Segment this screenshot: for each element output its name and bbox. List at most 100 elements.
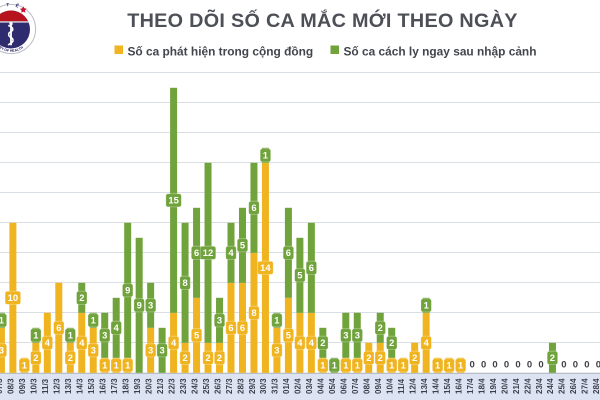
svg-text:2: 2 (378, 352, 383, 363)
svg-text:27/4: 27/4 (581, 378, 590, 394)
svg-text:THEO DÕI SỐ CA MẮC MỚI THEO NG: THEO DÕI SỐ CA MẮC MỚI THEO NGÀY (127, 8, 518, 32)
svg-text:8: 8 (251, 307, 256, 318)
svg-text:21/3: 21/3 (156, 378, 165, 394)
svg-text:6: 6 (286, 247, 291, 258)
svg-text:3: 3 (274, 345, 279, 356)
svg-text:16/3: 16/3 (99, 378, 108, 394)
svg-text:1: 1 (263, 150, 268, 161)
svg-text:4: 4 (45, 337, 51, 348)
svg-text:1: 1 (0, 315, 4, 326)
svg-text:28/4: 28/4 (592, 378, 600, 394)
svg-text:5: 5 (194, 330, 199, 341)
svg-text:5: 5 (240, 240, 245, 251)
svg-text:13/3: 13/3 (64, 378, 73, 394)
svg-text:07/4: 07/4 (351, 378, 360, 394)
svg-text:2: 2 (205, 352, 210, 363)
svg-text:4: 4 (171, 337, 177, 348)
svg-text:3: 3 (148, 345, 153, 356)
svg-text:20/3: 20/3 (144, 378, 153, 394)
svg-text:30/3: 30/3 (259, 378, 268, 394)
svg-text:1: 1 (401, 360, 406, 371)
svg-text:18/4: 18/4 (477, 378, 486, 394)
svg-text:25/3: 25/3 (202, 378, 211, 394)
svg-text:10/4: 10/4 (386, 378, 395, 394)
svg-text:22/4: 22/4 (523, 378, 532, 394)
svg-text:3: 3 (159, 345, 164, 356)
svg-text:4: 4 (79, 337, 85, 348)
svg-text:31/3: 31/3 (271, 378, 280, 394)
svg-text:6: 6 (56, 322, 61, 333)
svg-text:2: 2 (33, 352, 38, 363)
svg-text:08/3: 08/3 (7, 378, 16, 394)
svg-text:3: 3 (91, 345, 96, 356)
svg-text:1: 1 (343, 360, 348, 371)
svg-text:24/4: 24/4 (546, 378, 555, 394)
svg-text:28/3: 28/3 (236, 378, 245, 394)
svg-text:0: 0 (573, 360, 578, 371)
svg-text:23/4: 23/4 (535, 378, 544, 394)
svg-text:12: 12 (203, 247, 213, 258)
svg-text:07/3: 07/3 (0, 378, 4, 394)
svg-text:2: 2 (550, 352, 555, 363)
svg-text:1: 1 (33, 330, 38, 341)
svg-text:14: 14 (260, 262, 271, 273)
svg-text:18/3: 18/3 (122, 378, 131, 394)
svg-text:09/4: 09/4 (374, 378, 383, 394)
svg-text:4: 4 (114, 322, 120, 333)
svg-text:13/4: 13/4 (420, 378, 429, 394)
svg-text:2: 2 (217, 352, 222, 363)
svg-text:14/4: 14/4 (431, 378, 440, 394)
svg-text:15/3: 15/3 (87, 378, 96, 394)
svg-text:5: 5 (286, 330, 291, 341)
svg-text:25/4: 25/4 (558, 378, 567, 394)
svg-text:0: 0 (515, 360, 520, 371)
svg-text:27/3: 27/3 (225, 378, 234, 394)
svg-text:5: 5 (297, 270, 302, 281)
svg-text:23/3: 23/3 (179, 378, 188, 394)
svg-text:1: 1 (22, 360, 27, 371)
svg-text:6: 6 (251, 202, 256, 213)
svg-text:17/4: 17/4 (466, 378, 475, 394)
svg-text:Số ca cách ly ngay sau nhập cả: Số ca cách ly ngay sau nhập cảnh (344, 45, 537, 59)
svg-text:4: 4 (228, 247, 234, 258)
svg-text:2: 2 (68, 352, 73, 363)
svg-text:20/4: 20/4 (500, 378, 509, 394)
svg-text:04/4: 04/4 (317, 378, 326, 394)
svg-text:3: 3 (102, 330, 107, 341)
svg-text:2: 2 (366, 352, 371, 363)
svg-text:3: 3 (0, 345, 4, 356)
svg-text:1: 1 (320, 360, 325, 371)
svg-text:1: 1 (102, 360, 107, 371)
svg-text:12/3: 12/3 (53, 378, 62, 394)
svg-text:0: 0 (538, 360, 543, 371)
svg-text:3: 3 (355, 330, 360, 341)
svg-text:1: 1 (458, 360, 463, 371)
svg-text:2: 2 (412, 352, 417, 363)
svg-text:15: 15 (168, 195, 178, 206)
svg-text:9: 9 (137, 300, 142, 311)
svg-text:01/4: 01/4 (282, 378, 291, 394)
svg-text:09/3: 09/3 (18, 378, 27, 394)
svg-text:4: 4 (424, 337, 430, 348)
svg-text:14/3: 14/3 (76, 378, 85, 394)
svg-text:26/4: 26/4 (569, 378, 578, 394)
svg-text:15/4: 15/4 (443, 378, 452, 394)
svg-text:2: 2 (79, 292, 84, 303)
svg-text:12/4: 12/4 (409, 378, 418, 394)
svg-text:05/4: 05/4 (328, 378, 337, 394)
svg-text:4: 4 (309, 337, 315, 348)
svg-text:17/3: 17/3 (110, 378, 119, 394)
svg-text:0: 0 (504, 360, 509, 371)
svg-text:0: 0 (584, 360, 589, 371)
svg-text:19/4: 19/4 (489, 378, 498, 394)
svg-text:3: 3 (148, 300, 153, 311)
svg-text:1: 1 (424, 300, 429, 311)
svg-text:26/3: 26/3 (213, 378, 222, 394)
svg-text:0: 0 (469, 360, 474, 371)
svg-text:29/3: 29/3 (248, 378, 257, 394)
svg-text:0: 0 (492, 360, 497, 371)
svg-text:22/3: 22/3 (167, 378, 176, 394)
svg-text:8: 8 (182, 277, 187, 288)
svg-text:10/3: 10/3 (30, 378, 39, 394)
svg-text:1: 1 (446, 360, 451, 371)
